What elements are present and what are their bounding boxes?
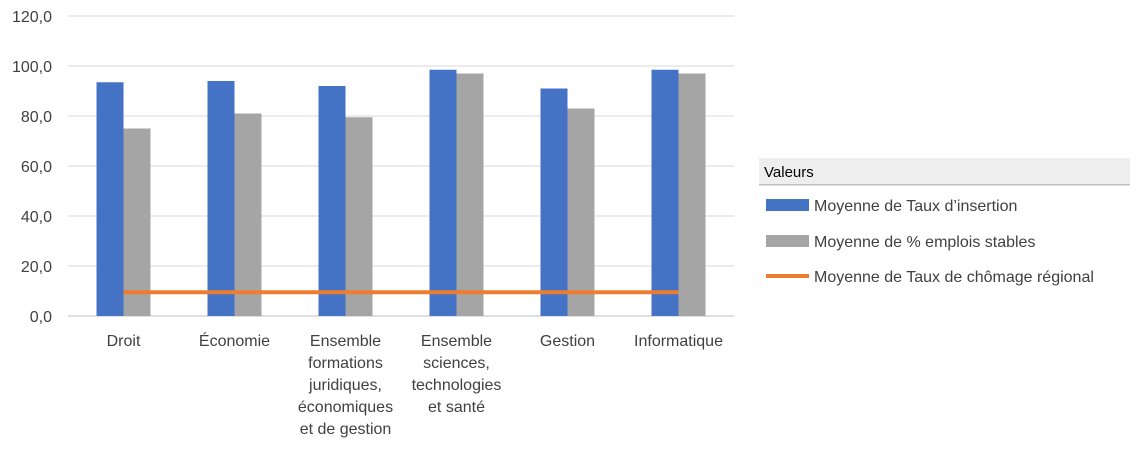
x-tick-label: Ensemble sciences, technologies et santé: [412, 333, 502, 416]
legend-title-underline: [759, 184, 1130, 186]
bar: [651, 69, 679, 316]
legend-swatch: [766, 235, 809, 247]
bar: [207, 81, 235, 316]
bars: [96, 69, 706, 316]
bar: [123, 128, 151, 316]
legend-swatch: [766, 199, 809, 211]
legend-title-background: [759, 158, 1130, 185]
bar: [345, 117, 373, 316]
legend-label: Moyenne de % emplois stables: [814, 234, 1035, 251]
bar: [567, 108, 595, 316]
y-tick-label: 0,0: [30, 309, 52, 326]
y-tick-label: 20,0: [21, 259, 52, 276]
bar: [96, 82, 124, 316]
legend-label: Moyenne de Taux de chômage régional: [814, 269, 1094, 286]
gridlines: [68, 15, 734, 317]
x-tick-label: Droit: [107, 333, 141, 350]
legend: Valeurs Moyenne de Taux d’insertion Moyen…: [759, 158, 1130, 286]
y-tick-label: 120,0: [12, 9, 52, 26]
bar: [678, 73, 706, 316]
y-axis-ticks: 0,0 20,0 40,0 60,0 80,0 100,0 120,0: [12, 9, 52, 326]
bar: [429, 69, 457, 316]
legend-label: Moyenne de Taux d’insertion: [814, 198, 1017, 215]
x-tick-label: Ensemble formations juridiques, économiques…: [298, 333, 393, 438]
x-tick-label: Économie: [199, 331, 270, 350]
x-tick-label: Gestion: [540, 333, 595, 350]
x-tick-label: Informatique: [634, 333, 723, 350]
y-tick-label: 60,0: [21, 159, 52, 176]
x-axis-ticks: Droit Économie Ensemble formations juridique…: [107, 331, 723, 438]
y-tick-label: 40,0: [21, 209, 52, 226]
y-tick-label: 100,0: [12, 59, 52, 76]
bar: [234, 113, 262, 316]
bar: [456, 73, 484, 316]
bar: [318, 86, 346, 316]
y-tick-label: 80,0: [21, 109, 52, 126]
legend-title: Valeurs: [764, 164, 814, 181]
bar: [540, 88, 568, 316]
